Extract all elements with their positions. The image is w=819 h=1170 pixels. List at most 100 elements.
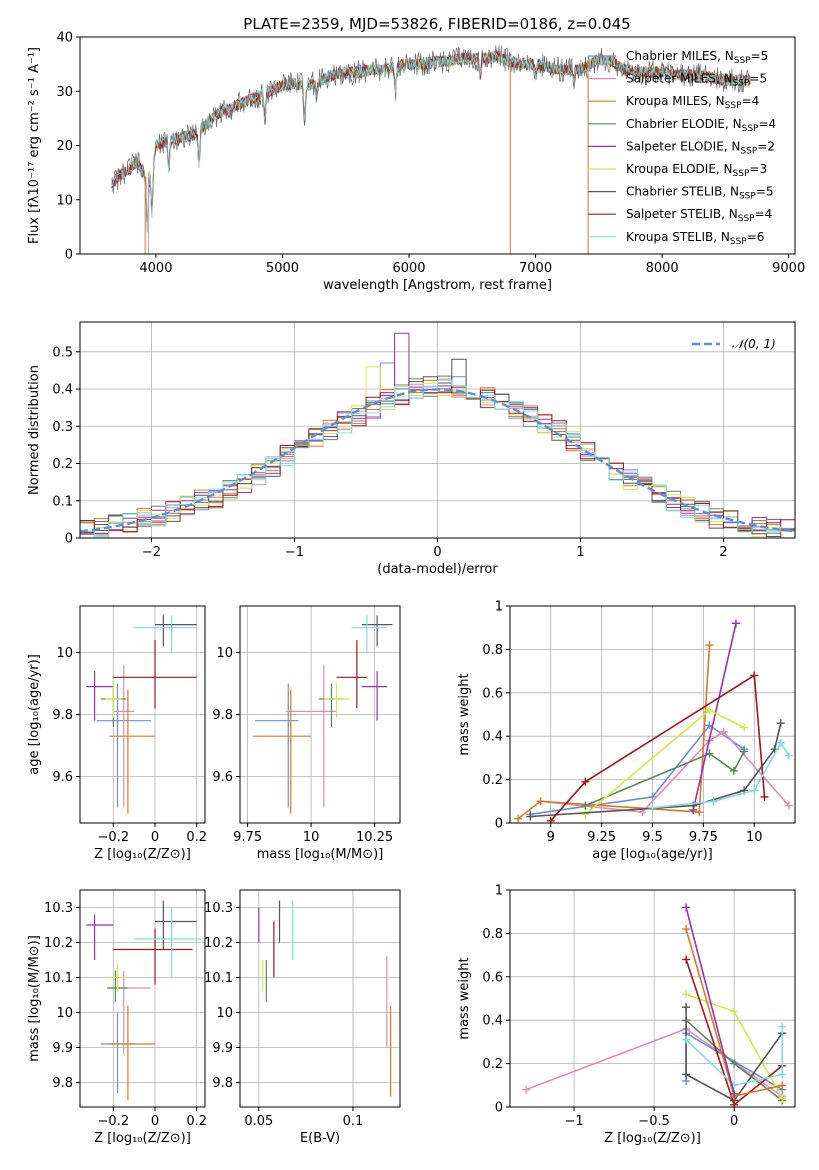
legend-entry: Salpeter STELIB, NSSP=4 <box>626 207 772 224</box>
y-tick-label: 10 <box>56 646 73 661</box>
legend-entry-sub: SSP <box>730 237 747 247</box>
weight-marker <box>776 719 785 728</box>
y-tick-label: 0.4 <box>482 730 503 745</box>
y-tick-label: 10.3 <box>44 901 73 916</box>
histogram-kroupa-stelib <box>80 379 795 538</box>
plot-area <box>522 903 787 1107</box>
weight-marker <box>682 925 691 934</box>
weight-line-kroupa-stelib <box>685 1026 783 1087</box>
x-axis-label: Z [log₁₀(Z/Z⊙)] <box>604 1131 701 1146</box>
x-tick-label: 0.2 <box>186 1114 207 1129</box>
x-tick-label: 7000 <box>519 261 552 276</box>
weight-marker <box>750 786 759 795</box>
y-tick-label: 0.5 <box>52 345 73 360</box>
legend-entry-main: Kroupa MILES, N <box>626 94 725 108</box>
weight-line-kroupa-elodie <box>584 709 745 815</box>
weight-marker <box>682 990 691 999</box>
y-axis-label: Flux [fλ10⁻¹⁷ erg cm⁻² s⁻¹ A⁻¹] <box>27 47 42 244</box>
x-axis-label: E(B-V) <box>300 1131 340 1146</box>
weight-marker <box>648 803 657 812</box>
legend-entry-main: Kroupa ELODIE, N <box>626 162 733 176</box>
y-tick-label: 40 <box>56 31 73 46</box>
y-tick-label: 0.2 <box>482 1057 503 1072</box>
y-axis-label: Normed distribution <box>27 365 42 495</box>
x-tick-label: 10 <box>746 830 763 845</box>
y-tick-label: 1 <box>495 600 503 615</box>
weight-line-salpeter-elodie <box>692 623 737 811</box>
axes-frame <box>239 889 401 1108</box>
y-tick-label: 10.1 <box>204 971 233 986</box>
legend-entry-tail: =4 <box>758 117 776 131</box>
plot-area <box>258 900 392 1097</box>
y-tick-label: 0.8 <box>482 927 503 942</box>
plot-area <box>80 332 795 538</box>
legend-entry: 𝒩(0, 1) <box>732 337 776 351</box>
y-tick-label: 9.8 <box>212 1076 233 1091</box>
legend-entry: Chabrier ELODIE, NSSP=4 <box>626 117 776 134</box>
weight-marker <box>730 1059 739 1068</box>
weight-line-salpeter-stelib <box>550 674 766 822</box>
legend-entry-main: Chabrier ELODIE, N <box>626 117 742 131</box>
panel-weight-vs-age: 9 9.25 9.5 9.75 10 0 0.2 0.4 0.6 0.8 1 age [log₁₀(a… <box>457 600 796 862</box>
y-tick-label: 10.3 <box>204 901 233 916</box>
x-tick-label: 9.75 <box>689 830 718 845</box>
weight-marker <box>740 747 749 756</box>
y-tick-label: 10.2 <box>204 936 233 951</box>
y-tick-label: 9.8 <box>212 708 233 723</box>
x-tick-label: 2 <box>719 545 727 560</box>
weight-marker <box>719 727 728 736</box>
y-tick-label: 0 <box>65 532 73 547</box>
weight-marker <box>682 955 691 964</box>
weight-marker <box>581 777 590 786</box>
y-axis-label: mass weight <box>457 673 472 755</box>
x-tick-label: 9.5 <box>642 830 663 845</box>
legend-entry-sub: SSP <box>725 101 742 111</box>
weight-marker <box>776 738 785 747</box>
x-tick-label: 0 <box>151 1114 159 1129</box>
x-tick-label: 8000 <box>646 261 679 276</box>
y-tick-label: 9.8 <box>52 1076 73 1091</box>
weight-marker <box>730 1100 739 1107</box>
weight-marker <box>784 751 793 760</box>
y-tick-label: 9.9 <box>212 1041 233 1056</box>
weight-marker <box>682 903 691 912</box>
y-tick-label: 0 <box>65 248 73 263</box>
x-axis-label: Z [log₁₀(Z/Z⊙)] <box>94 1131 191 1146</box>
x-tick-label: −1 <box>285 545 304 560</box>
x-tick-label: 0.2 <box>186 830 207 845</box>
y-tick-label: 0.1 <box>52 494 73 509</box>
y-axis-label: age [log₁₀(age/yr)] <box>27 654 42 775</box>
y-tick-label: 0 <box>495 1101 503 1116</box>
x-axis-label: age [log₁₀(age/yr)] <box>592 847 713 862</box>
y-tick-label: 10 <box>56 1006 73 1021</box>
legend-entry: Kroupa MILES, NSSP=4 <box>626 94 759 111</box>
legend-entry: Salpeter MILES, NSSP=5 <box>626 72 767 89</box>
y-tick-label: 0.4 <box>52 383 73 398</box>
weight-marker <box>682 1035 691 1044</box>
legend-entry-sub: SSP <box>742 124 759 134</box>
y-tick-label: 0.6 <box>482 970 503 985</box>
plot-area <box>111 45 751 254</box>
legend-entry-sub: SSP <box>740 146 757 156</box>
weight-marker <box>778 1070 787 1079</box>
panel-mass-vs-z: −0.2 0 0.2 9.8 9.9 10 10.1 10.2 10.3 Z [log₁₀(Z/Z… <box>27 889 207 1146</box>
weight-marker <box>784 801 793 810</box>
weight-marker <box>740 723 749 732</box>
panel-weight-vs-z: −1 −0.5 0 0 0.2 0.4 0.6 0.8 1 Z [log₁₀(Z/Z⊙)] mass… <box>457 884 796 1146</box>
y-tick-label: 20 <box>56 139 73 154</box>
legend-entry-main: Salpeter STELIB, N <box>626 207 738 221</box>
plot-area <box>252 615 393 814</box>
legend-entry-tail: =5 <box>749 72 767 86</box>
legend-entry: Chabrier STELIB, NSSP=5 <box>626 185 774 202</box>
legend-entry-tail: =4 <box>755 207 773 221</box>
weight-marker <box>682 1070 691 1079</box>
y-tick-label: 9.9 <box>52 1041 73 1056</box>
weight-line-chabrier-elodie <box>584 751 745 807</box>
x-tick-label: 9000 <box>772 261 805 276</box>
y-tick-label: 10.1 <box>44 971 73 986</box>
y-tick-label: 0.3 <box>52 420 73 435</box>
weight-marker <box>682 1003 691 1012</box>
plot-area <box>514 619 793 823</box>
weight-marker <box>546 816 555 823</box>
y-axis-label: mass [log₁₀(M/M⊙)] <box>27 935 42 1062</box>
